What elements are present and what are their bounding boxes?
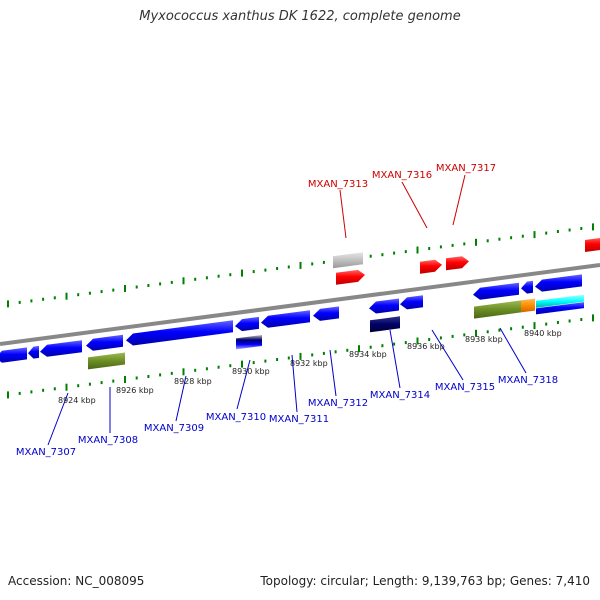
- scale-label: 8938 kbp: [465, 335, 503, 344]
- leader-mxan-7314: [389, 329, 401, 389]
- gene-right-end[interactable]: [535, 274, 582, 292]
- gene-mxan-7307[interactable]: [0, 347, 27, 363]
- leader-mxan-7316: [401, 181, 428, 229]
- leader-mxan-7317: [452, 174, 466, 226]
- scale-label: 8928 kbp: [174, 377, 212, 386]
- feature-orange[interactable]: [521, 298, 535, 313]
- feature-navy[interactable]: [370, 316, 400, 333]
- gene-features: [0, 237, 600, 370]
- accession-text: Accession: NC_008095: [8, 574, 145, 588]
- scale-label: 8932 kbp: [290, 359, 328, 368]
- gene-mxan-7309[interactable]: [126, 320, 233, 346]
- feature-gray[interactable]: [333, 252, 363, 269]
- gene-mxan-7311[interactable]: [261, 310, 310, 328]
- feature-olive-a[interactable]: [88, 352, 125, 370]
- gene-label-mxan-7313[interactable]: MXAN_7313: [308, 179, 368, 190]
- gene-mxan-7313[interactable]: [336, 269, 365, 285]
- scale-label: 8924 kbp: [58, 396, 96, 405]
- reverse-gene-labels: MXAN_7307 MXAN_7308 MXAN_7309 MXAN_7310 …: [16, 375, 558, 458]
- gene-label-mxan-7317[interactable]: MXAN_7317: [436, 163, 496, 174]
- gene-mxan-7318[interactable]: [473, 282, 519, 300]
- scale-label: 8926 kbp: [116, 386, 154, 395]
- map-title: Myxococcus xanthus DK 1622, complete gen…: [139, 9, 461, 24]
- gene-label-mxan-7314[interactable]: MXAN_7314: [370, 390, 430, 401]
- scale-label: 8936 kbp: [407, 342, 445, 351]
- scale-labels: 8924 kbp 8926 kbp 8928 kbp 8930 kbp 8932…: [58, 329, 562, 405]
- gene-label-mxan-7312[interactable]: MXAN_7312: [308, 398, 368, 409]
- label-leader-lines: [47, 174, 527, 446]
- leader-mxan-7315: [431, 329, 464, 381]
- leader-mxan-7311: [291, 354, 298, 413]
- gene-mxan-7308-blue[interactable]: [40, 340, 82, 357]
- feature-stack[interactable]: [236, 335, 262, 350]
- leader-mxan-7313: [339, 189, 347, 239]
- leader-mxan-7309: [175, 375, 187, 422]
- gene-label-mxan-7308[interactable]: MXAN_7308: [78, 435, 138, 446]
- gene-label-mxan-7318[interactable]: MXAN_7318: [498, 375, 558, 386]
- leader-mxan-7307: [47, 392, 69, 446]
- scale-label: 8930 kbp: [232, 367, 270, 376]
- forward-gene-labels: MXAN_7313 MXAN_7316 MXAN_7317: [308, 163, 496, 190]
- leader-mxan-7318: [499, 327, 527, 374]
- feature-cyan[interactable]: [536, 294, 584, 308]
- topology-text: Topology: circular; Length: 9,139,763 bp…: [260, 574, 590, 588]
- gene-mxan-7314[interactable]: [369, 298, 399, 314]
- gene-small-b[interactable]: [521, 280, 533, 294]
- gene-label-mxan-7311[interactable]: MXAN_7311: [269, 414, 329, 425]
- scale-label: 8934 kbp: [349, 350, 387, 359]
- leader-mxan-7310: [236, 359, 251, 410]
- feature-olive-b[interactable]: [474, 300, 521, 319]
- genome-backbone: [0, 263, 600, 346]
- gene-mxan-7312[interactable]: [313, 306, 339, 321]
- feature-blue-under-cyan[interactable]: [536, 302, 584, 315]
- gene-mxan-7317[interactable]: [446, 256, 469, 271]
- gene-label-mxan-7315[interactable]: MXAN_7315: [435, 382, 495, 393]
- gene-small-a[interactable]: [28, 345, 39, 359]
- gene-label-mxan-7310[interactable]: MXAN_7310: [206, 412, 266, 423]
- gene-mxan-7315[interactable]: [400, 295, 423, 310]
- gene-label-mxan-7307[interactable]: MXAN_7307: [16, 447, 76, 458]
- scale-label: 8940 kbp: [524, 329, 562, 338]
- gene-mxan-7316[interactable]: [420, 259, 442, 274]
- gene-right-red[interactable]: [585, 237, 600, 252]
- scale-ticks: [7, 223, 594, 399]
- gene-label-mxan-7309[interactable]: MXAN_7309: [144, 423, 204, 434]
- gene-label-mxan-7316[interactable]: MXAN_7316: [372, 170, 432, 181]
- gene-mxan-7308[interactable]: [86, 334, 123, 351]
- leader-mxan-7312: [329, 349, 337, 397]
- gene-mxan-7310[interactable]: [235, 316, 259, 332]
